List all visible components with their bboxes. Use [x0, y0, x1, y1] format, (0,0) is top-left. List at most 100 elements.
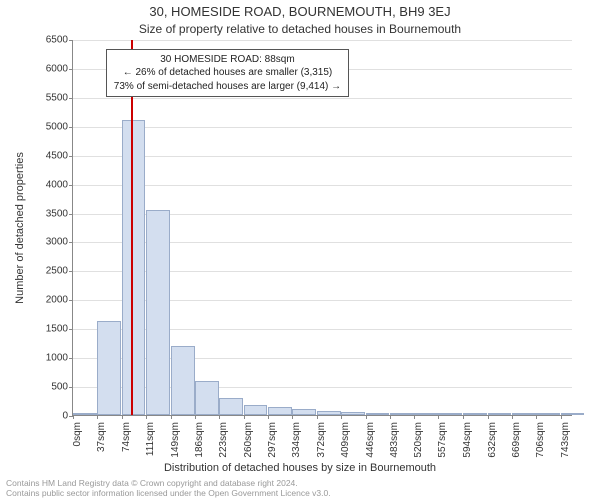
xtick-label: 0sqm	[72, 422, 83, 446]
ytick-label: 4000	[8, 179, 68, 190]
histogram-bar	[195, 381, 219, 415]
ytick-label: 3500	[8, 208, 68, 219]
footer-line-1: Contains HM Land Registry data © Crown c…	[6, 478, 331, 488]
histogram-bar	[73, 413, 97, 415]
xtick-label: 520sqm	[413, 422, 424, 458]
xtick-label: 111sqm	[145, 422, 156, 456]
xtick-mark	[438, 415, 439, 419]
xtick-mark	[122, 415, 123, 419]
plot-area: 30 HOMESIDE ROAD: 88sqm← 26% of detached…	[72, 40, 572, 416]
xtick-label: 669sqm	[511, 422, 522, 458]
ytick-mark	[69, 156, 73, 157]
ytick-mark	[69, 98, 73, 99]
histogram-bar	[219, 398, 243, 415]
histogram-bar	[292, 409, 316, 415]
xtick-label: 74sqm	[121, 422, 132, 452]
ytick-mark	[69, 358, 73, 359]
histogram-bar	[317, 411, 341, 415]
xtick-mark	[268, 415, 269, 419]
ytick-label: 3000	[8, 237, 68, 248]
footer-line-2: Contains public sector information licen…	[6, 488, 331, 498]
ytick-label: 1000	[8, 353, 68, 364]
xtick-mark	[414, 415, 415, 419]
xtick-mark	[146, 415, 147, 419]
xtick-mark	[317, 415, 318, 419]
y-axis-label: Number of detached properties	[14, 152, 26, 304]
xtick-mark	[463, 415, 464, 419]
xtick-mark	[195, 415, 196, 419]
ytick-label: 1500	[8, 324, 68, 335]
info-box-line-3: 73% of semi-detached houses are larger (…	[114, 80, 341, 94]
histogram-bar	[244, 405, 268, 415]
xtick-mark	[366, 415, 367, 419]
info-box: 30 HOMESIDE ROAD: 88sqm← 26% of detached…	[106, 49, 349, 98]
xtick-label: 743sqm	[560, 422, 571, 458]
histogram-bar	[390, 413, 414, 415]
gridline	[73, 40, 572, 41]
histogram-bar	[512, 413, 536, 415]
xtick-mark	[97, 415, 98, 419]
xtick-label: 409sqm	[340, 422, 351, 458]
ytick-label: 5500	[8, 92, 68, 103]
xtick-label: 632sqm	[487, 422, 498, 458]
xtick-mark	[488, 415, 489, 419]
xtick-mark	[219, 415, 220, 419]
xtick-mark	[244, 415, 245, 419]
histogram-bar	[171, 346, 195, 415]
ytick-label: 0	[8, 411, 68, 422]
xtick-mark	[561, 415, 562, 419]
chart-title: 30, HOMESIDE ROAD, BOURNEMOUTH, BH9 3EJ	[0, 4, 600, 19]
xtick-mark	[73, 415, 74, 419]
gridline	[73, 98, 572, 99]
ytick-label: 6500	[8, 35, 68, 46]
ytick-mark	[69, 185, 73, 186]
xtick-label: 706sqm	[535, 422, 546, 458]
ytick-mark	[69, 40, 73, 41]
histogram-bar	[146, 210, 170, 415]
xtick-label: 37sqm	[96, 422, 107, 452]
ytick-mark	[69, 271, 73, 272]
xtick-label: 297sqm	[267, 422, 278, 458]
footer-attribution: Contains HM Land Registry data © Crown c…	[6, 478, 331, 498]
ytick-mark	[69, 127, 73, 128]
ytick-label: 2000	[8, 295, 68, 306]
ytick-mark	[69, 300, 73, 301]
xtick-label: 260sqm	[243, 422, 254, 458]
ytick-mark	[69, 69, 73, 70]
gridline	[73, 156, 572, 157]
info-box-line-2: ← 26% of detached houses are smaller (3,…	[114, 66, 341, 80]
xtick-mark	[341, 415, 342, 419]
xtick-label: 149sqm	[170, 422, 181, 458]
ytick-label: 6000	[8, 63, 68, 74]
histogram-bar	[438, 413, 462, 415]
ytick-label: 4500	[8, 150, 68, 161]
xtick-mark	[512, 415, 513, 419]
xtick-mark	[171, 415, 172, 419]
ytick-mark	[69, 387, 73, 388]
ytick-mark	[69, 214, 73, 215]
histogram-bar	[488, 413, 512, 415]
ytick-label: 500	[8, 382, 68, 393]
xtick-label: 594sqm	[462, 422, 473, 458]
xtick-label: 186sqm	[194, 422, 205, 458]
histogram-bar	[414, 413, 438, 415]
xtick-label: 557sqm	[437, 422, 448, 458]
gridline	[73, 127, 572, 128]
ytick-mark	[69, 329, 73, 330]
x-axis-label: Distribution of detached houses by size …	[0, 462, 600, 474]
xtick-label: 372sqm	[316, 422, 327, 458]
ytick-label: 5000	[8, 121, 68, 132]
xtick-label: 446sqm	[365, 422, 376, 458]
histogram-bar	[268, 407, 292, 415]
gridline	[73, 185, 572, 186]
histogram-bar	[561, 413, 585, 415]
histogram-bar	[536, 413, 560, 415]
xtick-label: 223sqm	[218, 422, 229, 458]
xtick-mark	[390, 415, 391, 419]
xtick-label: 483sqm	[389, 422, 400, 458]
histogram-bar	[122, 120, 146, 415]
xtick-mark	[292, 415, 293, 419]
histogram-bar	[97, 321, 121, 415]
info-box-line-1: 30 HOMESIDE ROAD: 88sqm	[114, 53, 341, 67]
ytick-mark	[69, 242, 73, 243]
